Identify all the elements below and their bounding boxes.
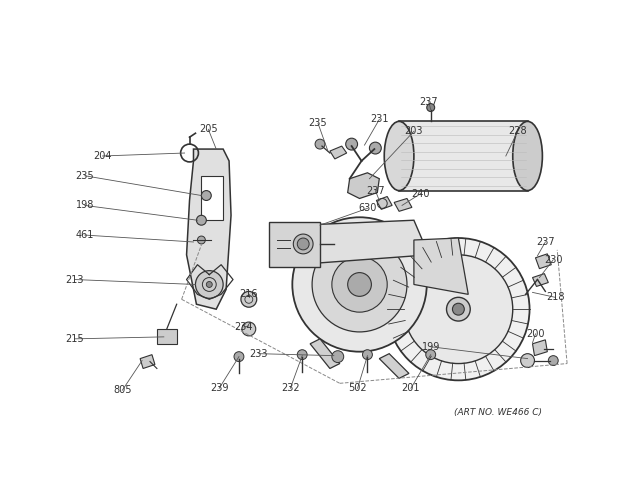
Polygon shape	[187, 149, 231, 309]
Text: 216: 216	[239, 289, 258, 300]
Text: 198: 198	[76, 201, 94, 210]
Circle shape	[427, 104, 435, 111]
Text: 237: 237	[366, 186, 385, 195]
Polygon shape	[376, 196, 392, 209]
Polygon shape	[414, 238, 468, 294]
Text: 204: 204	[93, 151, 112, 161]
Text: 240: 240	[412, 189, 430, 199]
Circle shape	[315, 139, 325, 149]
Text: 203: 203	[404, 126, 423, 136]
Text: 218: 218	[546, 292, 564, 302]
Text: 233: 233	[250, 348, 268, 359]
Circle shape	[292, 217, 427, 352]
Text: 232: 232	[281, 383, 300, 393]
Polygon shape	[140, 355, 155, 369]
Circle shape	[362, 350, 372, 360]
Circle shape	[387, 238, 529, 380]
Text: 239: 239	[210, 383, 228, 393]
Circle shape	[346, 138, 358, 150]
Text: (ART NO. WE466 C): (ART NO. WE466 C)	[454, 408, 542, 418]
Circle shape	[197, 236, 205, 244]
Text: 201: 201	[402, 383, 420, 393]
Ellipse shape	[513, 121, 542, 191]
Text: 237: 237	[419, 96, 438, 107]
Circle shape	[195, 271, 223, 298]
Polygon shape	[532, 274, 548, 287]
Polygon shape	[202, 176, 223, 220]
Circle shape	[293, 234, 313, 254]
Circle shape	[369, 142, 381, 154]
Polygon shape	[269, 222, 320, 267]
Circle shape	[234, 352, 244, 361]
Text: 199: 199	[422, 342, 440, 352]
Text: 200: 200	[526, 329, 545, 339]
Circle shape	[447, 297, 470, 321]
Text: 205: 205	[199, 124, 218, 134]
Circle shape	[297, 238, 309, 250]
Circle shape	[332, 257, 387, 312]
Polygon shape	[157, 329, 177, 344]
Polygon shape	[532, 340, 547, 356]
Polygon shape	[348, 173, 380, 199]
Circle shape	[241, 291, 257, 307]
Text: 235: 235	[76, 171, 94, 181]
Text: 215: 215	[65, 334, 84, 344]
Text: 230: 230	[544, 255, 563, 265]
Circle shape	[196, 216, 206, 225]
Circle shape	[206, 281, 212, 288]
Circle shape	[202, 191, 211, 201]
Polygon shape	[399, 121, 527, 191]
Polygon shape	[310, 339, 340, 369]
Polygon shape	[330, 146, 347, 159]
Circle shape	[332, 351, 344, 362]
Polygon shape	[380, 354, 409, 378]
Text: 213: 213	[66, 275, 84, 285]
Text: 461: 461	[76, 230, 94, 240]
Circle shape	[297, 350, 307, 360]
Ellipse shape	[384, 121, 414, 191]
Text: 231: 231	[370, 114, 388, 124]
Circle shape	[426, 350, 436, 360]
Text: 235: 235	[308, 119, 327, 128]
Text: 234: 234	[235, 322, 253, 332]
Circle shape	[242, 322, 256, 336]
Circle shape	[452, 303, 464, 315]
Circle shape	[521, 354, 534, 368]
Polygon shape	[295, 220, 429, 264]
Text: 502: 502	[348, 383, 367, 393]
Text: 237: 237	[536, 237, 555, 247]
Text: 805: 805	[113, 385, 132, 395]
Circle shape	[312, 237, 407, 332]
Circle shape	[548, 356, 558, 366]
Circle shape	[348, 273, 371, 296]
Text: 630: 630	[358, 204, 376, 214]
Polygon shape	[536, 254, 551, 269]
Polygon shape	[394, 199, 412, 211]
Text: 228: 228	[508, 126, 527, 136]
Circle shape	[404, 255, 513, 363]
